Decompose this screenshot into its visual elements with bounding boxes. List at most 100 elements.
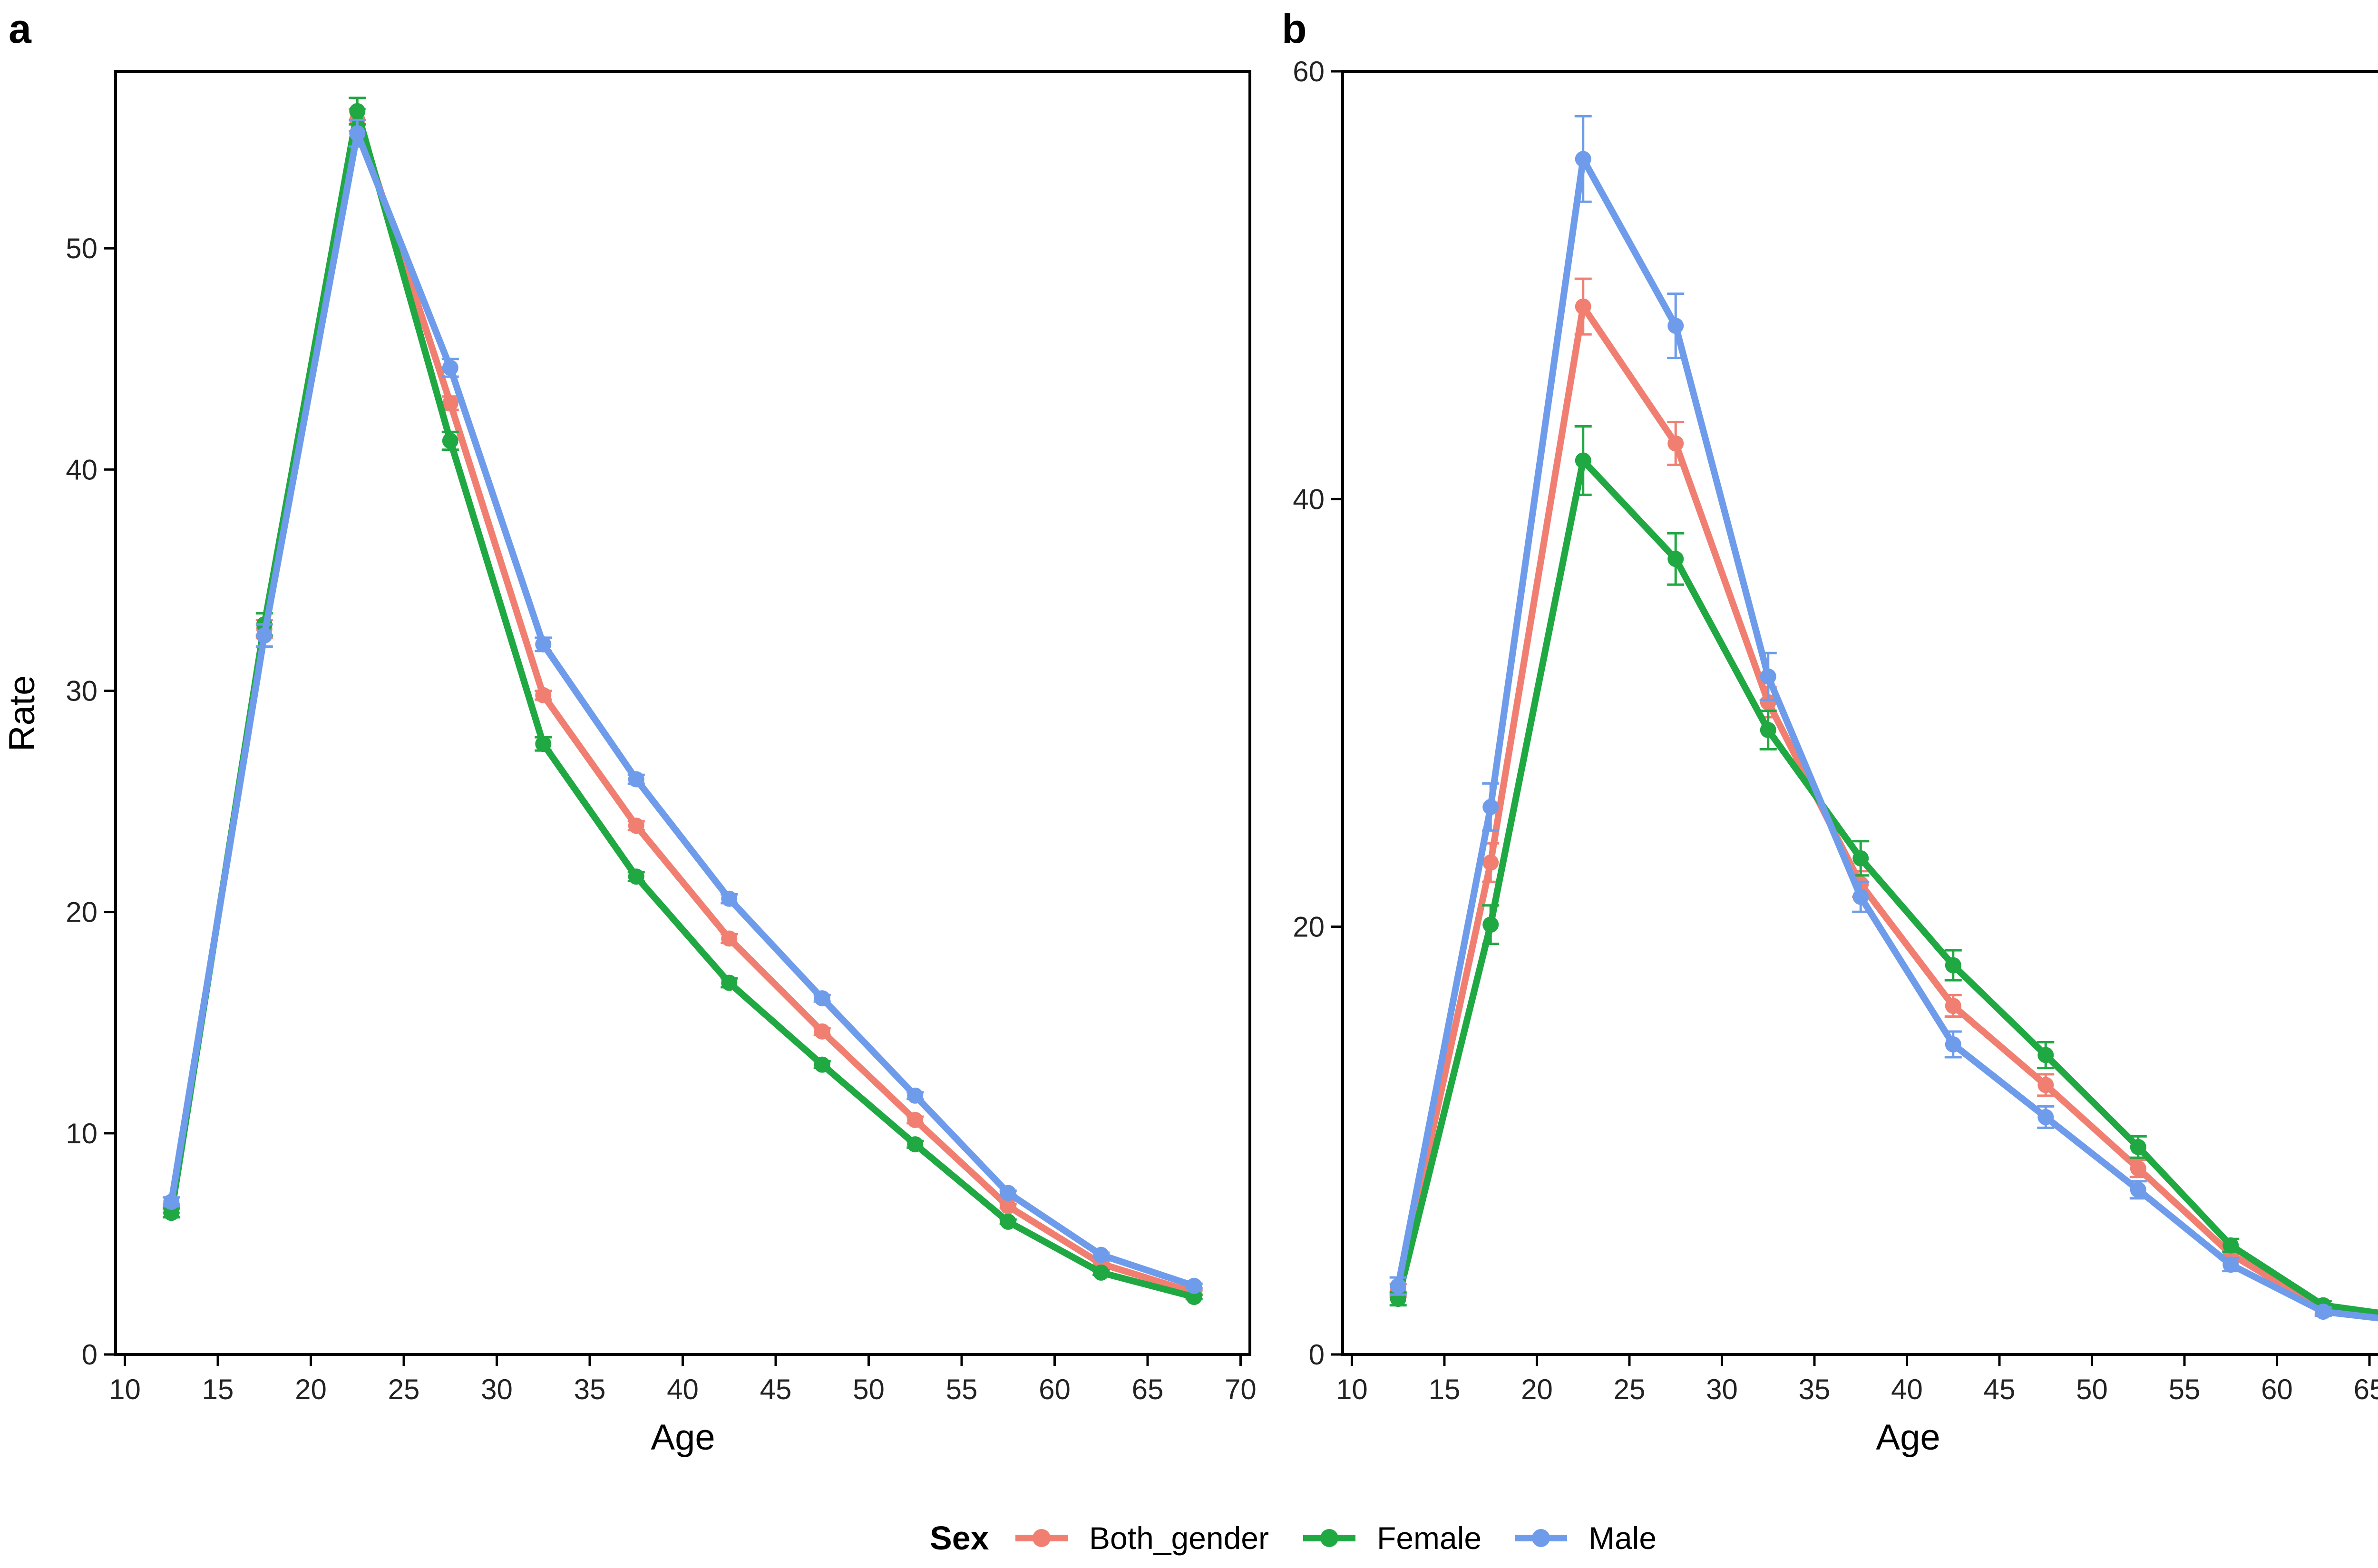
y-tick-label: 60	[1293, 56, 1325, 88]
y-tick-label: 40	[1293, 483, 1325, 515]
data-point	[1852, 850, 1869, 867]
data-point	[1000, 1185, 1016, 1201]
y-tick-label: 10	[66, 1118, 97, 1149]
legend: Sex Both_gender Female Male	[930, 1519, 1657, 1557]
data-point	[1093, 1247, 1110, 1263]
x-tick-label: 55	[946, 1373, 978, 1405]
data-point	[1186, 1277, 1202, 1294]
panel-b-y-ticks: 0 20 40 60	[1293, 56, 1343, 1371]
x-tick-label: 70	[1225, 1373, 1257, 1405]
series-line	[168, 107, 1198, 1301]
panel-b-x-axis-title: Age	[1876, 1417, 1940, 1458]
panel-a-y-axis-title: Rate	[2, 675, 42, 752]
data-point	[442, 395, 458, 411]
data-point	[2222, 1237, 2239, 1254]
x-tick-label: 20	[1521, 1373, 1553, 1405]
panel-b-frame	[1341, 70, 2378, 1356]
data-point	[163, 1194, 180, 1210]
legend-swatch-dot	[1532, 1529, 1550, 1547]
data-point	[1667, 435, 1684, 452]
data-point	[535, 687, 552, 703]
data-point	[442, 432, 458, 449]
x-tick-label: 15	[202, 1373, 234, 1405]
panel-a-frame	[114, 70, 1251, 1356]
x-tick-label: 40	[667, 1373, 699, 1405]
legend-label-male: Male	[1589, 1520, 1657, 1556]
data-point	[1000, 1198, 1016, 1215]
x-tick-label: 25	[388, 1373, 420, 1405]
legend-title: Sex	[930, 1519, 989, 1557]
data-point	[814, 1056, 830, 1073]
data-point	[1945, 957, 1961, 974]
data-point	[2037, 1109, 2054, 1125]
x-tick-label: 10	[109, 1373, 141, 1405]
data-point	[2037, 1047, 2054, 1063]
data-point	[535, 736, 552, 752]
panel-b-label: b	[1282, 6, 1307, 52]
data-point	[2130, 1139, 2146, 1155]
data-point	[721, 974, 738, 991]
legend-swatch-dot	[1033, 1529, 1051, 1547]
data-point	[1575, 298, 1591, 315]
data-point	[535, 636, 552, 653]
panel-a-label: a	[9, 6, 32, 52]
panel-a-x-ticks: 10 15 20 25 30 35 40 45 50 55 60 65 70	[109, 1354, 1257, 1405]
x-tick-label: 45	[1984, 1373, 2016, 1405]
panel-a-series	[163, 97, 1203, 1305]
x-tick-label: 35	[1799, 1373, 1831, 1405]
x-tick-label: 45	[760, 1373, 792, 1405]
data-point	[1760, 668, 1776, 685]
legend-item-female: Female	[1303, 1520, 1481, 1556]
x-tick-label: 65	[1132, 1373, 1164, 1405]
y-tick-label: 40	[66, 454, 97, 486]
data-point	[2130, 1160, 2146, 1177]
data-point	[907, 1087, 924, 1104]
y-tick-label: 20	[66, 896, 97, 928]
data-point	[2315, 1304, 2331, 1320]
data-point	[628, 818, 644, 834]
series-both-gender	[1389, 277, 2378, 1319]
series-female	[163, 97, 1203, 1305]
legend-label-female: Female	[1377, 1520, 1481, 1556]
data-point	[1482, 799, 1499, 815]
series-male	[1389, 115, 2378, 1322]
data-point	[1852, 888, 1869, 905]
legend-swatch-dot	[1320, 1529, 1338, 1547]
x-tick-label: 30	[481, 1373, 513, 1405]
data-point	[907, 1111, 924, 1128]
series-male	[163, 118, 1203, 1294]
x-tick-label: 35	[574, 1373, 606, 1405]
y-tick-label: 0	[82, 1339, 97, 1371]
x-tick-label: 65	[2354, 1373, 2378, 1405]
series-both-gender	[163, 107, 1203, 1301]
data-point	[1667, 318, 1684, 334]
series-female	[1389, 425, 2378, 1316]
data-point	[442, 360, 458, 376]
data-point	[1760, 721, 1776, 738]
data-point	[907, 1136, 924, 1153]
data-point	[1482, 916, 1499, 933]
data-point	[2130, 1181, 2146, 1198]
x-tick-label: 25	[1614, 1373, 1646, 1405]
y-tick-label: 50	[66, 233, 97, 264]
panel-a: a 10 15 20 25 30 35 40 45 50 55 60 65 70 0 10 20 30 40 50…	[2, 6, 1257, 1458]
x-tick-label: 60	[2261, 1373, 2293, 1405]
y-tick-label: 20	[1293, 911, 1325, 943]
y-tick-label: 0	[1309, 1339, 1325, 1371]
x-tick-label: 40	[1891, 1373, 1923, 1405]
legend-label-both-gender: Both_gender	[1089, 1520, 1269, 1556]
data-point	[1482, 854, 1499, 871]
data-point	[1760, 694, 1776, 711]
data-point	[628, 868, 644, 885]
data-point	[2222, 1256, 2239, 1273]
data-point	[1186, 1289, 1202, 1305]
data-point	[1093, 1264, 1110, 1281]
x-tick-label: 50	[2076, 1373, 2108, 1405]
x-tick-label: 55	[2169, 1373, 2201, 1405]
legend-item-male: Male	[1515, 1520, 1657, 1556]
series-line	[168, 130, 1198, 1289]
data-point	[721, 890, 738, 907]
